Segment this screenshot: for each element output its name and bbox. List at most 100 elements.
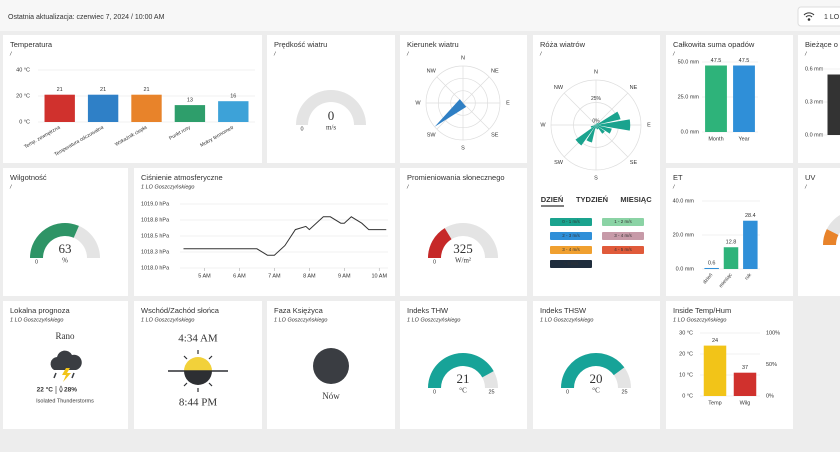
value-label: 16 — [230, 94, 236, 100]
gauge-unit: m/s — [326, 124, 336, 132]
sunrise: 4:34 AM — [178, 333, 218, 345]
moon-phase: Nów — [322, 391, 340, 401]
bar — [704, 267, 719, 269]
card — [666, 35, 793, 163]
card-title: Ciśnienie atmosferyczne — [141, 173, 223, 182]
rose-petal — [586, 125, 596, 143]
rose-petal — [596, 125, 612, 134]
card-title: Wilgotność — [10, 173, 47, 182]
y-tick-label: 1019.0 hPa — [141, 201, 170, 207]
direction-label: SW — [554, 160, 564, 166]
station-button[interactable] — [797, 6, 840, 27]
bar — [174, 105, 206, 122]
bar — [705, 65, 727, 132]
card-title: Lokalna prognoza — [10, 306, 70, 315]
bar — [131, 94, 162, 122]
y-tick-label: 0.0 mm — [805, 132, 824, 138]
legend-label: 4 - 5 m/s — [614, 247, 632, 252]
tab[interactable]: DZIEŃ — [541, 195, 564, 204]
legend-label: > 5 m/s — [564, 261, 580, 266]
gauge-min: 0 — [35, 259, 38, 265]
direction-label: NW — [554, 85, 564, 91]
forecast-condition: Isolated Thunderstorms — [36, 398, 94, 404]
card-title: UV — [805, 173, 815, 182]
bar — [87, 94, 119, 122]
pressure-line — [183, 216, 387, 256]
value-label: 12.8 — [726, 240, 737, 246]
direction-label: SW — [427, 132, 437, 138]
y-tick-label: 0 °C — [682, 393, 693, 399]
y-tick-label: 0% — [766, 393, 774, 399]
cards: Temperatura / Prędkość wiatru / Kierunek wia… — [3, 35, 840, 429]
radial-tick-label: 25% — [591, 96, 602, 102]
y-tick-label: 0.0 mm — [676, 266, 695, 272]
y-tick-label: 1018.8 hPa — [141, 217, 170, 223]
y-tick-label: 20 °C — [679, 351, 693, 357]
bar — [703, 345, 727, 396]
card-subtitle: / — [804, 184, 807, 190]
dial-spoke — [462, 76, 490, 104]
gauge-value: 325 — [453, 241, 473, 256]
bar — [218, 101, 249, 122]
y-tick-label: 10 °C — [679, 372, 693, 378]
legend-label: 3 - 4 m/s — [614, 233, 632, 238]
direction-label: W — [540, 122, 546, 128]
gauge-unit: W/m² — [455, 257, 471, 265]
gauge-value: 20 — [590, 371, 603, 386]
last-update: Ostatnia aktualizacja: czerwiec 7, 2024 … — [8, 14, 165, 21]
y-tick-label: 40 °C — [16, 67, 30, 73]
legend-label: 1 - 2 m/s — [614, 219, 632, 224]
card-subtitle: 1 LO Goszczyńskiego — [141, 317, 195, 323]
y-tick-label: 0.6 mm — [805, 66, 824, 72]
legend-swatch — [602, 232, 644, 240]
x-tick-label: 10 AM — [371, 273, 387, 279]
value-label: 47.5 — [739, 58, 750, 64]
value-label: 47.5 — [711, 58, 722, 64]
gauge-unit: °C — [459, 387, 467, 395]
value-label: 0.6 — [708, 260, 716, 266]
dial-spoke — [436, 76, 464, 104]
gauge-unit: °C — [592, 387, 600, 395]
x-tick-label: 7 AM — [268, 273, 281, 279]
rose-petal — [595, 124, 596, 125]
card-subtitle: / — [804, 51, 807, 57]
gauge-track — [296, 90, 366, 125]
x-tick-label: 9 AM — [338, 273, 351, 279]
card-title: Inside Temp/Hum — [673, 306, 731, 315]
y-tick-label: 0 °C — [19, 119, 30, 125]
sun-icon — [168, 350, 228, 392]
forecast-period: Rano — [56, 331, 75, 341]
card-title: Prędkość wiatru — [274, 40, 327, 49]
dial-spoke — [462, 102, 490, 130]
gauge-max: 25 — [488, 389, 494, 395]
x-tick-label: rok — [744, 272, 753, 282]
tab[interactable]: TYDZIEŃ — [576, 195, 608, 204]
rose-petal — [596, 125, 605, 134]
card-title: Indeks THW — [407, 306, 449, 315]
card-subtitle: / — [406, 51, 409, 57]
card-subtitle: 1 LO Goszczyńskiego — [540, 317, 594, 323]
y-tick-label: 25.0 mm — [678, 94, 700, 100]
sunset: 8:44 PM — [179, 397, 217, 409]
card-subtitle: 1 LO Goszczyńskiego — [10, 317, 64, 323]
gauge-fill — [428, 353, 494, 388]
y-tick-label: 0.0 mm — [681, 129, 700, 135]
rose-petal — [596, 111, 621, 125]
rose-petal — [594, 124, 596, 126]
tab[interactable]: MIESIĄC — [620, 195, 652, 204]
card — [134, 168, 395, 296]
bar — [733, 372, 757, 396]
y-tick-label: 50% — [766, 362, 777, 368]
direction-label: E — [506, 100, 510, 106]
value-label: 37 — [742, 365, 748, 371]
card-title: Temperatura — [10, 40, 53, 49]
legend-swatch — [602, 218, 644, 226]
value-label: 24 — [712, 338, 718, 344]
legend-label: 3 - 4 m/s — [562, 247, 580, 252]
gauge-fill — [561, 353, 625, 388]
legend-swatch — [550, 260, 592, 268]
gauge-min: 0 — [566, 389, 569, 395]
forecast-precip: 28% — [64, 387, 77, 394]
legend-label: 0 - 1 m/s — [562, 219, 580, 224]
wind-needle — [434, 99, 467, 127]
